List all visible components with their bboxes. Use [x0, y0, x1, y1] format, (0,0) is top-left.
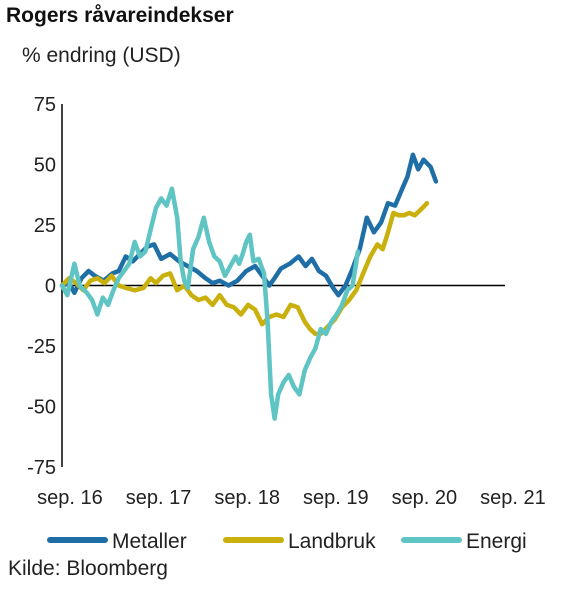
- x-tick-label: sep. 17: [126, 487, 192, 509]
- y-tick-label: -50: [27, 397, 56, 419]
- x-tick-label: sep. 18: [214, 487, 280, 509]
- y-axis-label: % endring (USD): [22, 44, 181, 67]
- legend: Metaller Landbruk Energi: [47, 530, 527, 553]
- legend-label-energi: Energi: [466, 530, 527, 553]
- x-tick-label: sep. 21: [480, 487, 546, 509]
- legend-label-metaller: Metaller: [112, 530, 187, 553]
- x-tick-labels: sep. 16 sep. 17 sep. 18 sep. 19 sep. 20 sep. …: [37, 487, 546, 509]
- x-tick-label: sep. 20: [392, 487, 458, 509]
- y-tick-label: -25: [27, 336, 56, 358]
- source-note: Kilde: Bloomberg: [8, 557, 168, 580]
- y-tick-label: 25: [34, 215, 56, 237]
- legend-label-landbruk: Landbruk: [288, 530, 376, 553]
- chart-title: Rogers råvareindekser: [6, 4, 234, 27]
- series-line-metaller: [59, 152, 439, 298]
- series-line-energi: [59, 186, 361, 421]
- x-tick-label: sep. 19: [303, 487, 369, 509]
- y-tick-label: 75: [34, 94, 56, 116]
- y-tick-label: 0: [45, 276, 56, 298]
- y-tick-label: -75: [27, 457, 56, 479]
- series-lines: [59, 152, 439, 421]
- x-tick-label: sep. 16: [37, 487, 103, 509]
- y-tick-label: 50: [34, 155, 56, 177]
- y-tick-labels: 75 50 25 0 -25 -50 -75: [27, 94, 56, 479]
- axes: [61, 104, 505, 467]
- series-line-landbruk: [59, 200, 430, 337]
